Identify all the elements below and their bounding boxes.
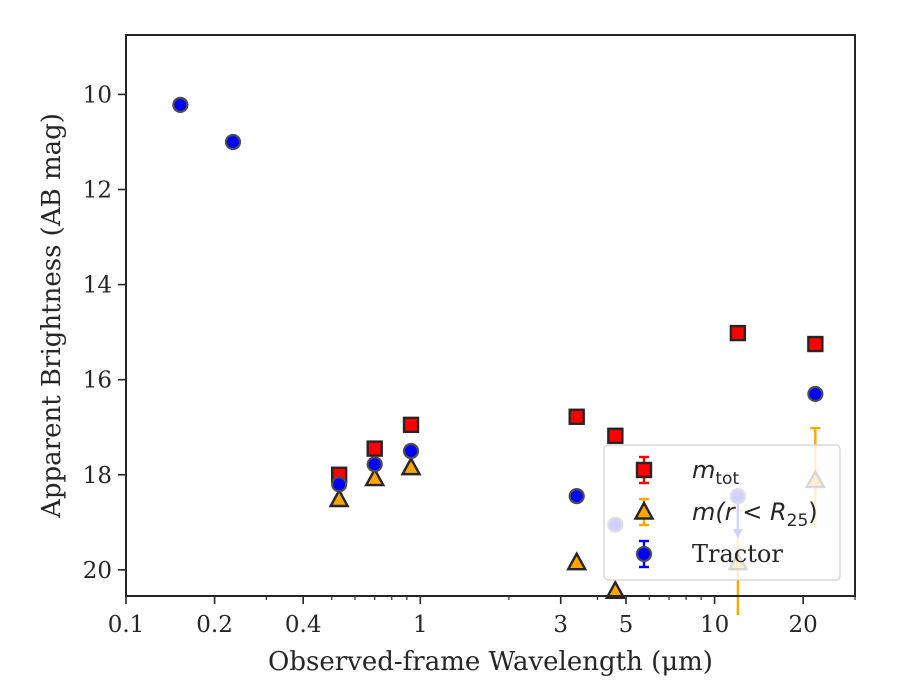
legend-entry: m(r < R25) (633, 497, 818, 531)
legend-marker (635, 545, 653, 563)
x-tick-label: 20 (789, 612, 818, 638)
data-point (568, 408, 585, 425)
y-tick-label: 18 (83, 463, 112, 489)
series-1 (330, 324, 824, 483)
legend-label: Tractor (692, 540, 783, 568)
y-axis: 10 12 14 16 18 20 (83, 82, 126, 584)
data-point (328, 487, 350, 508)
y-tick-label: 10 (83, 82, 112, 108)
data-point (224, 133, 242, 151)
data-point (807, 385, 824, 403)
data-point (400, 456, 422, 476)
x-axis: 0.1 0.2 0.4 1 3 5 10 20 (108, 596, 856, 638)
data-point (604, 579, 626, 599)
x-tick-label: 3 (553, 612, 568, 638)
legend: mtot m(r < R25) Tractor (603, 444, 841, 581)
legend-label: m(r < R25) (692, 498, 818, 531)
x-tick-label: 1 (413, 612, 428, 638)
data-point (366, 440, 383, 457)
legend-entry: mtot (635, 455, 739, 489)
legend-marker (635, 461, 653, 479)
x-tick-label: 0.4 (285, 612, 322, 638)
data-point (366, 456, 383, 473)
data-point (566, 551, 588, 571)
data-point (807, 335, 824, 353)
data-point (364, 467, 386, 487)
plot-frame (125, 34, 856, 597)
x-tick-label: 10 (700, 612, 729, 638)
data-point (402, 442, 420, 460)
y-tick-label: 16 (83, 368, 112, 394)
legend-label: mtot (692, 456, 739, 489)
data-point (568, 488, 585, 505)
legend-box (603, 444, 841, 581)
legend-entry: Tractor (635, 539, 783, 569)
y-tick-label: 12 (83, 178, 112, 204)
x-tick-label: 0.1 (108, 612, 145, 638)
data-point (729, 324, 747, 342)
data-point (172, 96, 189, 113)
legend-marker (633, 500, 655, 520)
y-tick-label: 20 (83, 558, 112, 584)
x-tick-label: 0.2 (196, 612, 233, 638)
data-point (402, 416, 420, 434)
y-tick-label: 14 (83, 273, 112, 299)
y-axis-title: Apparent Brightness (AB mag) (37, 113, 67, 519)
x-axis-title: Observed-frame Wavelength (μm) (268, 647, 713, 677)
data-point (607, 427, 624, 444)
x-tick-label: 5 (619, 612, 634, 638)
data-point (331, 476, 348, 493)
